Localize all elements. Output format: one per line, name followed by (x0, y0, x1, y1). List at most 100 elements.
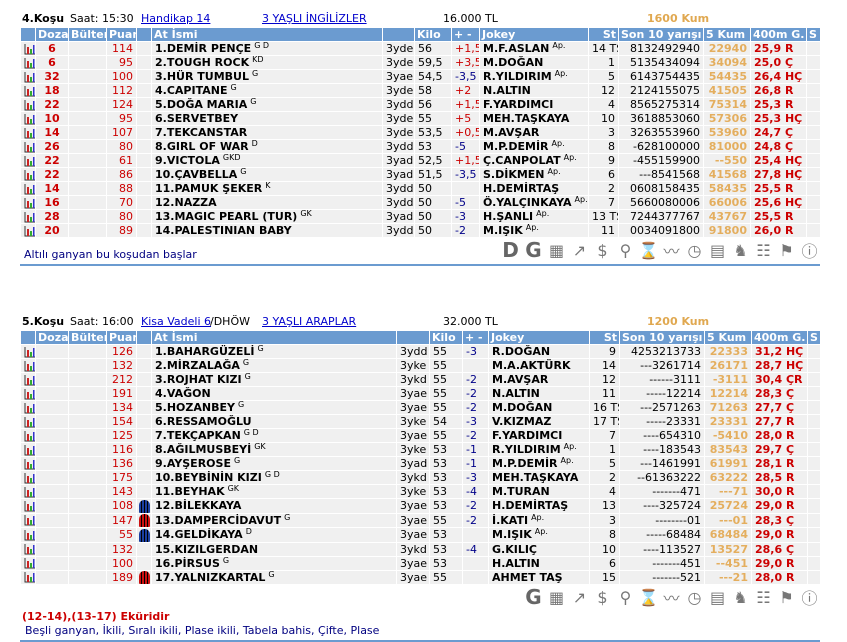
stats-cell[interactable] (20, 167, 36, 182)
jockey-cell[interactable]: M.P.DEMİR Ap. (488, 456, 590, 471)
stats-cell[interactable] (20, 414, 36, 429)
jockey-cell[interactable]: F.YARDIMCI (479, 97, 589, 112)
checkered-flag-icon[interactable]: ⚑ (779, 240, 794, 260)
jockey-cell[interactable]: M.IŞIK Ap. (479, 223, 589, 238)
horse-name-cell[interactable]: 11.BEYHAK GK (151, 484, 397, 499)
horse-name[interactable]: 15.KIZILGERDAN (155, 542, 259, 556)
jockey-cell[interactable]: İ.KATI Ap. (488, 512, 590, 528)
bar-chart-icon[interactable] (24, 57, 35, 69)
horse-name-cell[interactable]: 4.VAĞON (151, 386, 397, 401)
race-type-link[interactable]: Kisa Vadeli 6 (141, 315, 212, 328)
jockey-name[interactable]: V.KIZMAZ (492, 415, 552, 428)
stats-cell[interactable] (20, 428, 36, 443)
horse-name[interactable]: 1.BAHARGÜZELİ (155, 345, 255, 358)
stats-cell[interactable] (20, 442, 36, 457)
horse-name-cell[interactable]: 13.MAGIC PEARL (TUR) GK (151, 209, 383, 224)
bar-chart-icon[interactable] (24, 388, 35, 400)
bar-chart-icon[interactable] (24, 127, 35, 139)
horse-name[interactable]: 16.PİRSUS (155, 556, 220, 570)
jockey-name[interactable]: İ.KATI (492, 513, 529, 527)
horse-name-cell[interactable]: 8.AĞILMUSBEYİ GK (151, 442, 397, 457)
stats-cell[interactable] (20, 223, 36, 238)
calculator-icon[interactable]: ▤ (709, 240, 726, 260)
stats-cell[interactable] (20, 456, 36, 471)
horse-name[interactable]: 4.CAPITANE (155, 84, 228, 97)
jockey-name[interactable]: M.P.DEMİR (492, 457, 558, 470)
g-icon[interactable]: G (525, 238, 542, 262)
stopwatch-icon[interactable]: ◷ (687, 240, 702, 260)
jockey-cell[interactable]: R.YILDIRIM Ap. (479, 69, 589, 84)
bar-chart-icon[interactable] (24, 141, 35, 153)
bar-chart-icon[interactable] (24, 85, 35, 97)
jockey-name[interactable]: F.YARDIMCI (483, 98, 554, 111)
jockey-cell[interactable]: F.YARDIMCI (488, 428, 590, 443)
horse-name[interactable]: 13.MAGIC PEARL (TUR) (155, 210, 298, 223)
jockey-cell[interactable]: R.DOĞAN (488, 344, 590, 359)
jockey-cell[interactable]: H.DEMİRTAŞ (479, 181, 589, 196)
jockey-cell[interactable]: H.ALTIN (488, 555, 590, 571)
horse-name[interactable]: 5.DOĞA MARIA (155, 98, 248, 111)
bar-chart-icon[interactable] (24, 183, 35, 195)
horse-name[interactable]: 7.TEKCANSTAR (155, 126, 248, 139)
horse-name-cell[interactable]: 13.DAMPERCİDAVUT G (151, 512, 397, 528)
calculator-icon[interactable]: ▤ (709, 587, 726, 607)
jockey-name[interactable]: M.AVŞAR (492, 373, 549, 386)
jockey-cell[interactable]: M.TURAN (488, 484, 590, 499)
jockey-name[interactable]: F.YARDIMCI (492, 429, 563, 442)
jockey-cell[interactable]: M.F.ASLAN Ap. (479, 41, 589, 56)
horse-name[interactable]: 6.SERVETBEY (155, 112, 239, 125)
horse-name[interactable]: 12.BİLEKKAYA (155, 499, 242, 513)
bar-chart-icon[interactable] (24, 430, 35, 442)
jockey-name[interactable]: N.ALTIN (483, 84, 531, 97)
horse-name-cell[interactable]: 9.AYŞEROSE G (151, 456, 397, 471)
horse-icon[interactable]: ♞ (733, 587, 748, 607)
race-condition-link[interactable]: 3 YAŞLI ARAPLAR (262, 315, 357, 328)
bar-chart-icon[interactable] (24, 43, 35, 55)
horse-name[interactable]: 17.YALNIZKARTAL (155, 570, 266, 584)
bar-chart-icon[interactable] (24, 374, 35, 386)
bar-chart-icon[interactable] (24, 225, 35, 237)
stats-cell[interactable] (20, 69, 36, 84)
bar-chart-icon[interactable] (24, 211, 35, 223)
jockey-cell[interactable]: M.AVŞAR (479, 125, 589, 140)
jockey-name[interactable]: MEH.TAŞKAYA (492, 471, 579, 484)
binoculars-icon[interactable]: ⚲ (619, 587, 632, 607)
stats-cell[interactable] (20, 83, 36, 98)
jockey-cell[interactable]: Ö.YALÇINKAYA Ap. (479, 195, 589, 210)
form-sheet-icon[interactable]: ▦ (548, 240, 565, 260)
hourglass-icon[interactable]: ⌛ (638, 587, 659, 607)
jockey-cell[interactable]: M.DOĞAN (479, 55, 589, 70)
jockey-name[interactable]: H.DEMİRTAŞ (483, 182, 560, 195)
horse-name[interactable]: 7.TEKÇAPKAN (155, 429, 241, 442)
dollar-icon[interactable]: $ (597, 587, 608, 607)
horse-name-cell[interactable]: 5.DOĞA MARIA G (151, 97, 383, 112)
jockey-cell[interactable]: H.DEMİRTAŞ (488, 498, 590, 514)
horse-icon[interactable]: ♞ (733, 240, 748, 260)
horse-name-cell[interactable]: 6.SERVETBEY (151, 111, 383, 126)
stats-cell[interactable] (20, 55, 36, 70)
jockey-name[interactable]: MEH.TAŞKAYA (483, 112, 570, 125)
horse-name-cell[interactable]: 7.TEKCANSTAR (151, 125, 383, 140)
jockey-name[interactable]: M.TURAN (492, 485, 550, 498)
jockey-name[interactable]: M.IŞIK (483, 224, 523, 237)
bar-chart-icon[interactable] (24, 543, 35, 555)
stats-cell[interactable] (20, 358, 36, 373)
horse-name[interactable]: 8.AĞILMUSBEYİ (155, 443, 252, 456)
jockey-name[interactable]: M.DOĞAN (483, 56, 544, 69)
jockey-name[interactable]: M.IŞIK (492, 528, 532, 542)
horse-name[interactable]: 2.TOUGH ROCK (155, 56, 250, 69)
jockey-name[interactable]: H.ŞANLI (483, 210, 534, 223)
stats-cell[interactable] (20, 41, 36, 56)
stats-cell[interactable] (20, 344, 36, 359)
horse-name-cell[interactable]: 16.PİRSUS G (151, 555, 397, 571)
horse-name[interactable]: 14.PALESTINIAN BABY (155, 224, 292, 237)
bar-chart-icon[interactable] (24, 197, 35, 209)
horse-name[interactable]: 6.RESSAMOĞLU (155, 415, 252, 428)
horse-name-cell[interactable]: 2.MİRZALAĞA G (151, 358, 397, 373)
jockey-name[interactable]: Ö.YALÇINKAYA (483, 196, 572, 209)
stopwatch-icon[interactable]: ◷ (687, 587, 702, 607)
bar-chart-icon[interactable] (24, 499, 35, 512)
jockey-cell[interactable]: MEH.TAŞKAYA (488, 470, 590, 485)
jockey-cell[interactable]: MEH.TAŞKAYA (479, 111, 589, 126)
horse-name[interactable]: 9.AYŞEROSE (155, 457, 231, 470)
